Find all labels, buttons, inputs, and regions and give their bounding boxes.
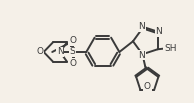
Text: N: N bbox=[138, 22, 145, 31]
Text: O: O bbox=[69, 36, 76, 45]
Text: N: N bbox=[155, 27, 162, 36]
Text: O: O bbox=[36, 47, 43, 56]
Text: SH: SH bbox=[164, 44, 177, 53]
Text: O: O bbox=[69, 59, 76, 68]
Text: S: S bbox=[70, 47, 75, 56]
Text: N: N bbox=[57, 47, 63, 56]
Text: N: N bbox=[138, 51, 145, 60]
Text: O: O bbox=[144, 82, 151, 91]
